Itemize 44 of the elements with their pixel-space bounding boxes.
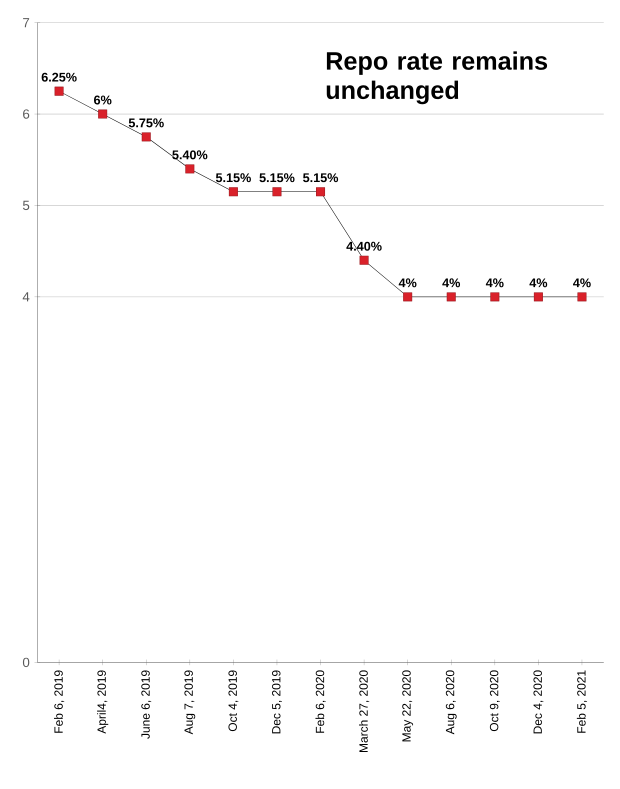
point: [98, 110, 108, 119]
point: [272, 187, 282, 196]
point: [490, 292, 500, 302]
x-tick-label: Dec 4, 2020: [534, 670, 544, 734]
text: Repo rate remains unchanged: [326, 51, 548, 104]
x-tick-label: June 6, 2019: [141, 670, 152, 739]
y-tick-label: 5: [23, 200, 30, 210]
data-label: 6.25%: [42, 72, 77, 82]
x-tick-label: March 27, 2020: [359, 670, 370, 752]
point: [446, 292, 456, 302]
data-label: 5.15%: [260, 173, 295, 182]
x-tick-label: May 22, 2020: [402, 670, 414, 742]
x-tick-label: Oct 4, 2019: [228, 670, 238, 732]
x-tick-label: Feb 5, 2021: [576, 670, 588, 733]
x-tick-label: Dec 5, 2019: [272, 670, 282, 734]
data-label: 5.75%: [128, 118, 164, 128]
data-label: 4%: [398, 278, 417, 288]
data-label: 5.15%: [303, 173, 338, 182]
data-label: 4%: [530, 278, 548, 288]
x-tick-label: April4, 2019: [97, 670, 108, 734]
point: [54, 86, 64, 96]
x-tick-label: Feb 6, 2019: [54, 670, 64, 733]
data-label: 5.40%: [172, 150, 208, 160]
data-label: 4%: [486, 278, 504, 288]
point: [142, 132, 151, 142]
point: [534, 292, 544, 302]
point: [360, 256, 369, 265]
x-tick-label: Aug 6, 2020: [446, 670, 457, 734]
y-tick-label: 0: [23, 658, 30, 668]
point: [229, 187, 238, 196]
x-tick-label: Oct 9, 2020: [490, 670, 500, 732]
point: [185, 164, 194, 174]
data-label: 4%: [573, 278, 591, 288]
y-tick-label: 7: [23, 18, 30, 28]
point: [578, 292, 587, 302]
data-label: 4%: [442, 278, 460, 288]
x-tick-label: Feb 6, 2020: [316, 670, 326, 733]
x-tick-label: Aug 7, 2019: [184, 670, 196, 734]
y-tick-label: 6: [23, 109, 30, 119]
data-label: 6%: [94, 96, 112, 104]
data-label: 5.15%: [216, 173, 252, 182]
point: [316, 187, 326, 196]
y-tick-label: 4: [22, 292, 30, 302]
point: [403, 292, 412, 302]
